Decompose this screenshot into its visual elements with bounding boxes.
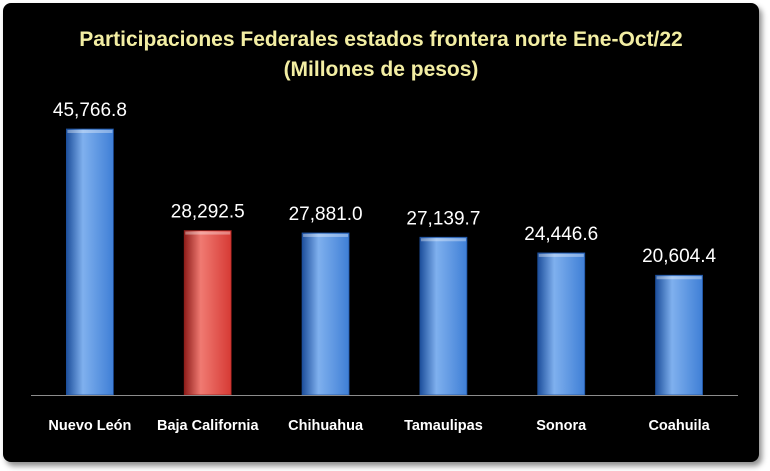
category-label-1: Nuevo León	[48, 418, 131, 434]
value-label-3: 27,881.0	[289, 204, 363, 225]
chart-subtitle: (Millones de pesos)	[283, 58, 479, 81]
bar-6	[655, 274, 703, 396]
value-label-5: 24,446.6	[524, 224, 598, 245]
bar-chart: 45,766.8 Nuevo León 28,292.5 Baja Californi…	[31, 100, 738, 434]
bar-2	[183, 230, 232, 396]
bar-3	[301, 232, 350, 396]
bar-bevel-2	[185, 231, 231, 235]
value-label-2: 28,292.5	[171, 202, 245, 223]
value-label-1: 45,766.8	[53, 100, 127, 121]
chart-title-block: Participaciones Federales estados fronte…	[3, 25, 759, 85]
bar-1	[66, 128, 114, 396]
bar-5	[537, 252, 586, 396]
value-label-4: 27,139.7	[406, 208, 480, 229]
bar-bevel-3	[303, 233, 349, 237]
bar-bevel-4	[420, 238, 466, 242]
category-label-5: Sonora	[536, 418, 587, 434]
bar-bevel-1	[67, 130, 113, 133]
value-label-6: 20,604.4	[642, 246, 716, 267]
bar-4	[419, 236, 468, 396]
bar-bevel-5	[538, 253, 584, 257]
bar-bevel-6	[656, 276, 702, 280]
category-label-2: Baja California	[157, 418, 259, 434]
category-label-3: Chihuahua	[288, 418, 364, 434]
chart-frame: Participaciones Federales estados fronte…	[3, 3, 759, 462]
chart-title: Participaciones Federales estados fronte…	[79, 28, 683, 51]
category-label-4: Tamaulipas	[404, 418, 483, 434]
category-label-6: Coahuila	[648, 418, 710, 434]
